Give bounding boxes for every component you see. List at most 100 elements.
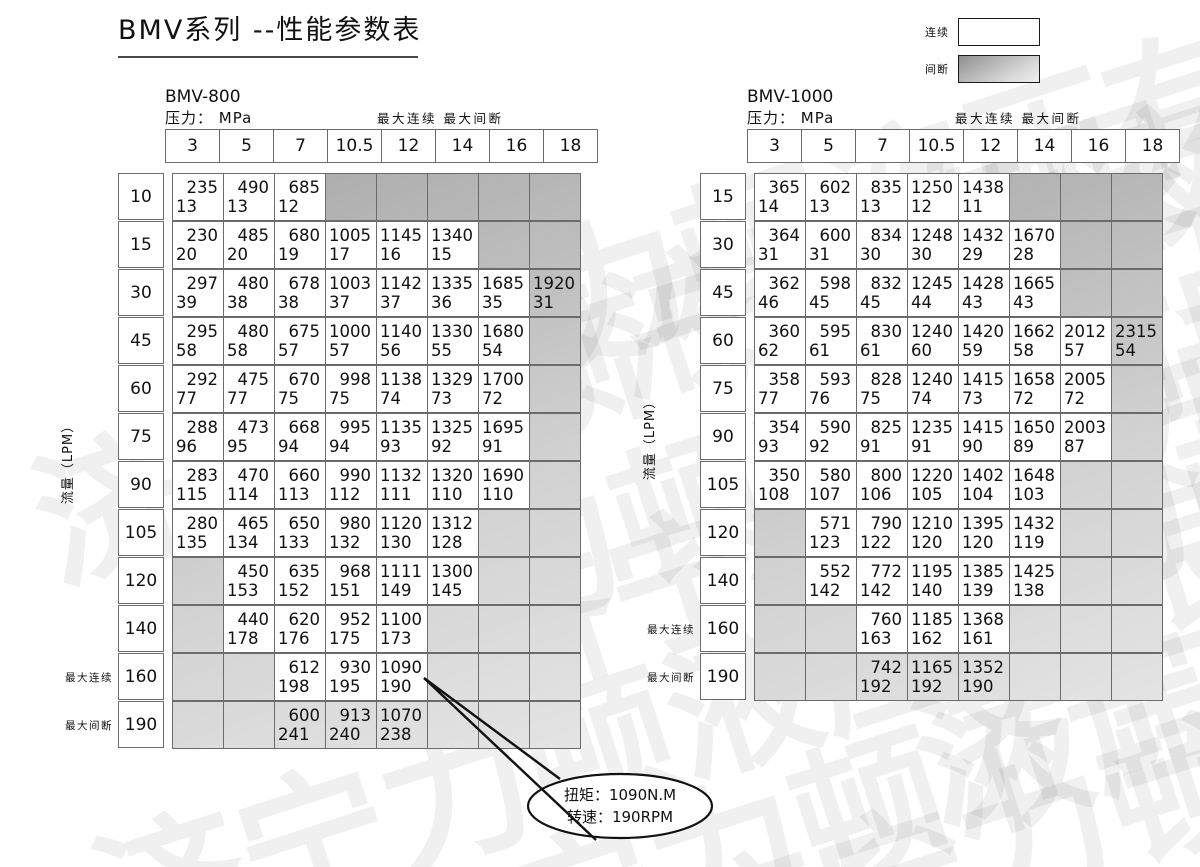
table-row: 105 280 135 465 134 650 133 980 132 1120 130 1312 12… xyxy=(58,509,598,557)
torque-value: 475 xyxy=(237,370,270,389)
data-row-grid: 552 142 772 142 1195 140 1385 139 1425 138 xyxy=(754,557,1163,605)
rows-host-800: 10 235 13 490 13 685 12 15 230 20 485 20 680 19 1005 17… xyxy=(58,173,598,749)
data-cell-intermittent xyxy=(1060,173,1112,221)
torque-value: 1650 xyxy=(1013,418,1055,437)
flow-rate-cell: 75 xyxy=(700,365,746,412)
table-row: 45 295 58 480 58 675 57 1000 57 1140 56 1330 55 1680 5… xyxy=(58,317,598,365)
cell-values: 598 45 xyxy=(806,274,851,312)
data-cell-continuous: 980 132 xyxy=(325,509,377,557)
cell-values: 360 62 xyxy=(755,322,800,360)
data-cell-continuous: 1650 89 xyxy=(1009,413,1061,461)
data-cell-continuous: 1142 37 xyxy=(376,269,428,317)
cell-values: 362 46 xyxy=(755,274,800,312)
speed-value: 43 xyxy=(962,293,983,312)
speed-value: 57 xyxy=(1064,341,1085,360)
pressure-header-cell: 14 xyxy=(435,129,490,163)
torque-value: 670 xyxy=(288,370,321,389)
cell-values: 1685 35 xyxy=(479,274,524,312)
data-cell-continuous: 1438 11 xyxy=(958,173,1010,221)
cell-values: 1670 28 xyxy=(1010,226,1055,264)
cell-values: 1352 190 xyxy=(959,658,1004,696)
flow-rate-cell: 60 xyxy=(700,317,746,364)
speed-value: 107 xyxy=(809,485,841,504)
data-cell-continuous: 995 94 xyxy=(325,413,377,461)
speed-value: 110 xyxy=(431,485,463,504)
torque-value: 1240 xyxy=(911,322,953,341)
cell-values: 1245 44 xyxy=(908,274,953,312)
cell-values: 1428 43 xyxy=(959,274,1004,312)
torque-value: 235 xyxy=(186,178,219,197)
row-marker xyxy=(640,461,700,509)
data-cell-continuous: 358 77 xyxy=(754,365,806,413)
torque-value: 1140 xyxy=(380,322,422,341)
data-cell-continuous: 1402 104 xyxy=(958,461,1010,509)
data-cell-intermittent xyxy=(172,653,224,701)
data-cell-intermittent xyxy=(1009,653,1061,701)
spacer xyxy=(164,317,172,365)
torque-value: 350 xyxy=(768,466,801,485)
data-cell-continuous: 1245 44 xyxy=(907,269,959,317)
data-cell-intermittent xyxy=(478,221,530,269)
speed-value: 60 xyxy=(911,341,932,360)
torque-value: 354 xyxy=(768,418,801,437)
speed-value: 12 xyxy=(278,197,299,216)
data-cell-continuous: 825 91 xyxy=(856,413,908,461)
speed-value: 92 xyxy=(809,437,830,456)
torque-value: 1185 xyxy=(911,610,953,629)
torque-value: 832 xyxy=(870,274,903,293)
torque-value: 292 xyxy=(186,370,219,389)
cell-values: 980 132 xyxy=(326,514,371,552)
table-row: 60 360 62 595 61 830 61 1240 60 1420 59 1662 58 2012 5… xyxy=(640,317,1180,365)
data-cell-continuous: 1248 30 xyxy=(907,221,959,269)
data-cell-intermittent xyxy=(1060,605,1112,653)
torque-value: 1340 xyxy=(431,226,473,245)
legend-label-continuous: 连续 xyxy=(925,26,949,39)
table-row: 120 571 123 790 122 1210 120 1395 120 1432 119 xyxy=(640,509,1180,557)
torque-value: 365 xyxy=(768,178,801,197)
data-cell-continuous: 1312 128 xyxy=(427,509,479,557)
torque-value: 1195 xyxy=(911,562,953,581)
data-cell-continuous: 1415 90 xyxy=(958,413,1010,461)
table-row: 75 288 96 473 95 668 94 995 94 1135 93 1325 92 1695 91 xyxy=(58,413,598,461)
data-cell-intermittent xyxy=(529,701,581,749)
data-cell-continuous: 1100 173 xyxy=(376,605,428,653)
data-cell-continuous: 635 152 xyxy=(274,557,326,605)
speed-value: 151 xyxy=(329,581,361,600)
speed-value: 130 xyxy=(380,533,412,552)
pressure-header-cell: 7 xyxy=(273,129,328,163)
cell-values: 1415 73 xyxy=(959,370,1004,408)
torque-value: 1300 xyxy=(431,562,473,581)
speed-value: 54 xyxy=(482,341,503,360)
cell-values: 580 107 xyxy=(806,466,851,504)
cell-values: 292 77 xyxy=(173,370,218,408)
cell-values: 1003 37 xyxy=(326,274,371,312)
speed-value: 39 xyxy=(176,293,197,312)
data-cell-continuous: 1432 29 xyxy=(958,221,1010,269)
data-cell-intermittent xyxy=(1111,173,1163,221)
data-cell-intermittent xyxy=(478,509,530,557)
data-row-grid: 360 62 595 61 830 61 1240 60 1420 59 1662 58 2012 57 2… xyxy=(754,317,1163,365)
data-cell-intermittent: 600 241 xyxy=(274,701,326,749)
table-row: 90 354 93 590 92 825 91 1235 91 1415 90 1650 89 2003 8… xyxy=(640,413,1180,461)
torque-value: 1120 xyxy=(380,514,422,533)
data-cell-continuous: 800 106 xyxy=(856,461,908,509)
cell-values: 990 112 xyxy=(326,466,371,504)
spacer xyxy=(164,509,172,557)
speed-value: 149 xyxy=(380,581,412,600)
pressure-header-cell: 10.5 xyxy=(909,129,964,163)
cell-values: 485 20 xyxy=(224,226,269,264)
torque-value: 1250 xyxy=(911,178,953,197)
table-row: 120 450 153 635 152 968 151 1111 149 1300 145 xyxy=(58,557,598,605)
data-cell-continuous: 1329 73 xyxy=(427,365,479,413)
table-row: 60 292 77 475 77 670 75 998 75 1138 74 1329 73 1700 72 xyxy=(58,365,598,413)
data-cell-intermittent xyxy=(529,509,581,557)
data-cell-continuous: 1648 103 xyxy=(1009,461,1061,509)
speed-value: 108 xyxy=(758,485,790,504)
flow-rate-cell: 160 xyxy=(700,605,746,652)
table-row: 30 297 39 480 38 678 38 1003 37 1142 37 1335 36 1685 3… xyxy=(58,269,598,317)
data-cell-intermittent xyxy=(529,221,581,269)
data-cell-continuous: 1685 35 xyxy=(478,269,530,317)
torque-value: 1245 xyxy=(911,274,953,293)
torque-value: 828 xyxy=(870,370,903,389)
cell-values: 1662 58 xyxy=(1010,322,1055,360)
